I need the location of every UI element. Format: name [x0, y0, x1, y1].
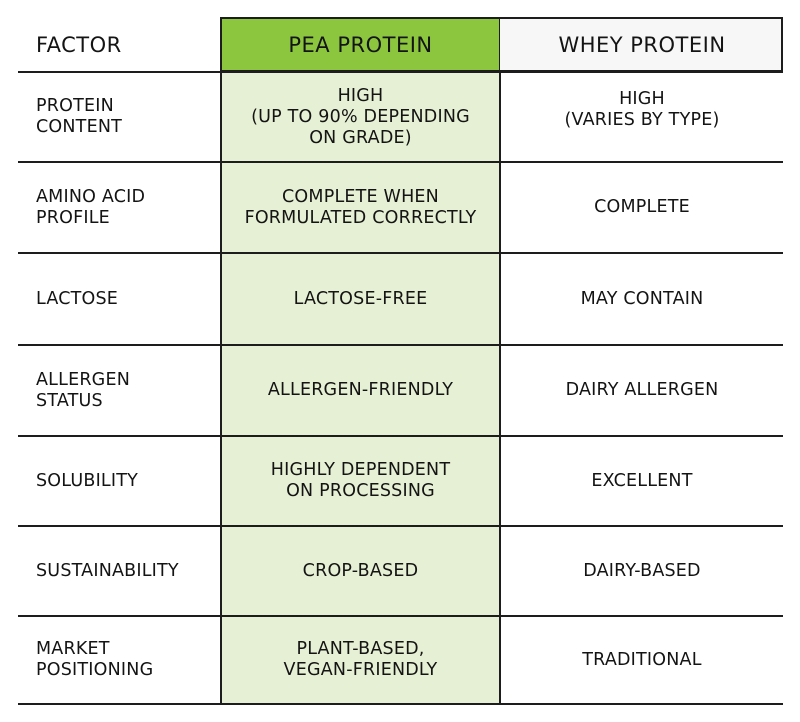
- whey-amino-acid-profile: COMPLETE: [594, 197, 690, 217]
- row-divider: [18, 344, 783, 346]
- pea-allergen-status: ALLERGEN-FRIENDLY: [267, 380, 454, 400]
- factor-amino-acid-profile: AMINO ACID PROFILE: [36, 186, 146, 228]
- row-divider: [18, 252, 783, 254]
- pea-market-positioning: PLANT-BASED, VEGAN-FRIENDLY: [283, 639, 438, 680]
- whey-allergen-status: DAIRY ALLERGEN: [565, 380, 719, 400]
- pea-protein-column-band: [220, 17, 501, 705]
- whey-solubility: EXCELLENT: [591, 470, 693, 491]
- factor-allergen-status: ALLERGEN STATUS: [36, 369, 130, 411]
- header-divider: [18, 71, 783, 73]
- comparison-table: FACTOR PEA PROTEIN WHEY PROTEIN PROTEIN …: [18, 17, 783, 705]
- factor-lactose: LACTOSE: [36, 288, 119, 309]
- factor-market-positioning: MARKET POSITIONING: [36, 639, 154, 680]
- whey-lactose: MAY CONTAIN: [580, 288, 704, 309]
- pea-sustainability: CROP-BASED: [302, 560, 419, 581]
- whey-protein-content: HIGH (VARIES BY TYPE): [564, 89, 720, 130]
- pea-protein-header-background: [220, 17, 501, 72]
- whey-sustainability: DAIRY-BASED: [583, 560, 701, 581]
- whey-protein-header-background: [500, 17, 783, 72]
- row-divider: [18, 525, 783, 527]
- header-pea-protein: PEA PROTEIN: [288, 32, 433, 57]
- pea-protein-content: HIGH (UP TO 90% DEPENDING ON GRADE): [251, 85, 470, 148]
- pea-amino-acid-profile: COMPLETE WHEN FORMULATED CORRECTLY: [244, 186, 477, 228]
- factor-solubility: SOLUBILITY: [36, 470, 139, 491]
- factor-protein-content: PROTEIN CONTENT: [36, 96, 123, 137]
- pea-solubility: HIGHLY DEPENDENT ON PROCESSING: [270, 460, 451, 501]
- row-divider: [18, 161, 783, 163]
- factor-sustainability: SUSTAINABILITY: [36, 560, 179, 581]
- header-factor: FACTOR: [36, 32, 122, 57]
- row-divider: [18, 615, 783, 617]
- pea-lactose: LACTOSE-FREE: [293, 288, 428, 309]
- whey-market-positioning: TRADITIONAL: [582, 649, 702, 670]
- table-bottom-rule: [18, 703, 783, 705]
- row-divider: [18, 435, 783, 437]
- header-whey-protein: WHEY PROTEIN: [558, 32, 726, 57]
